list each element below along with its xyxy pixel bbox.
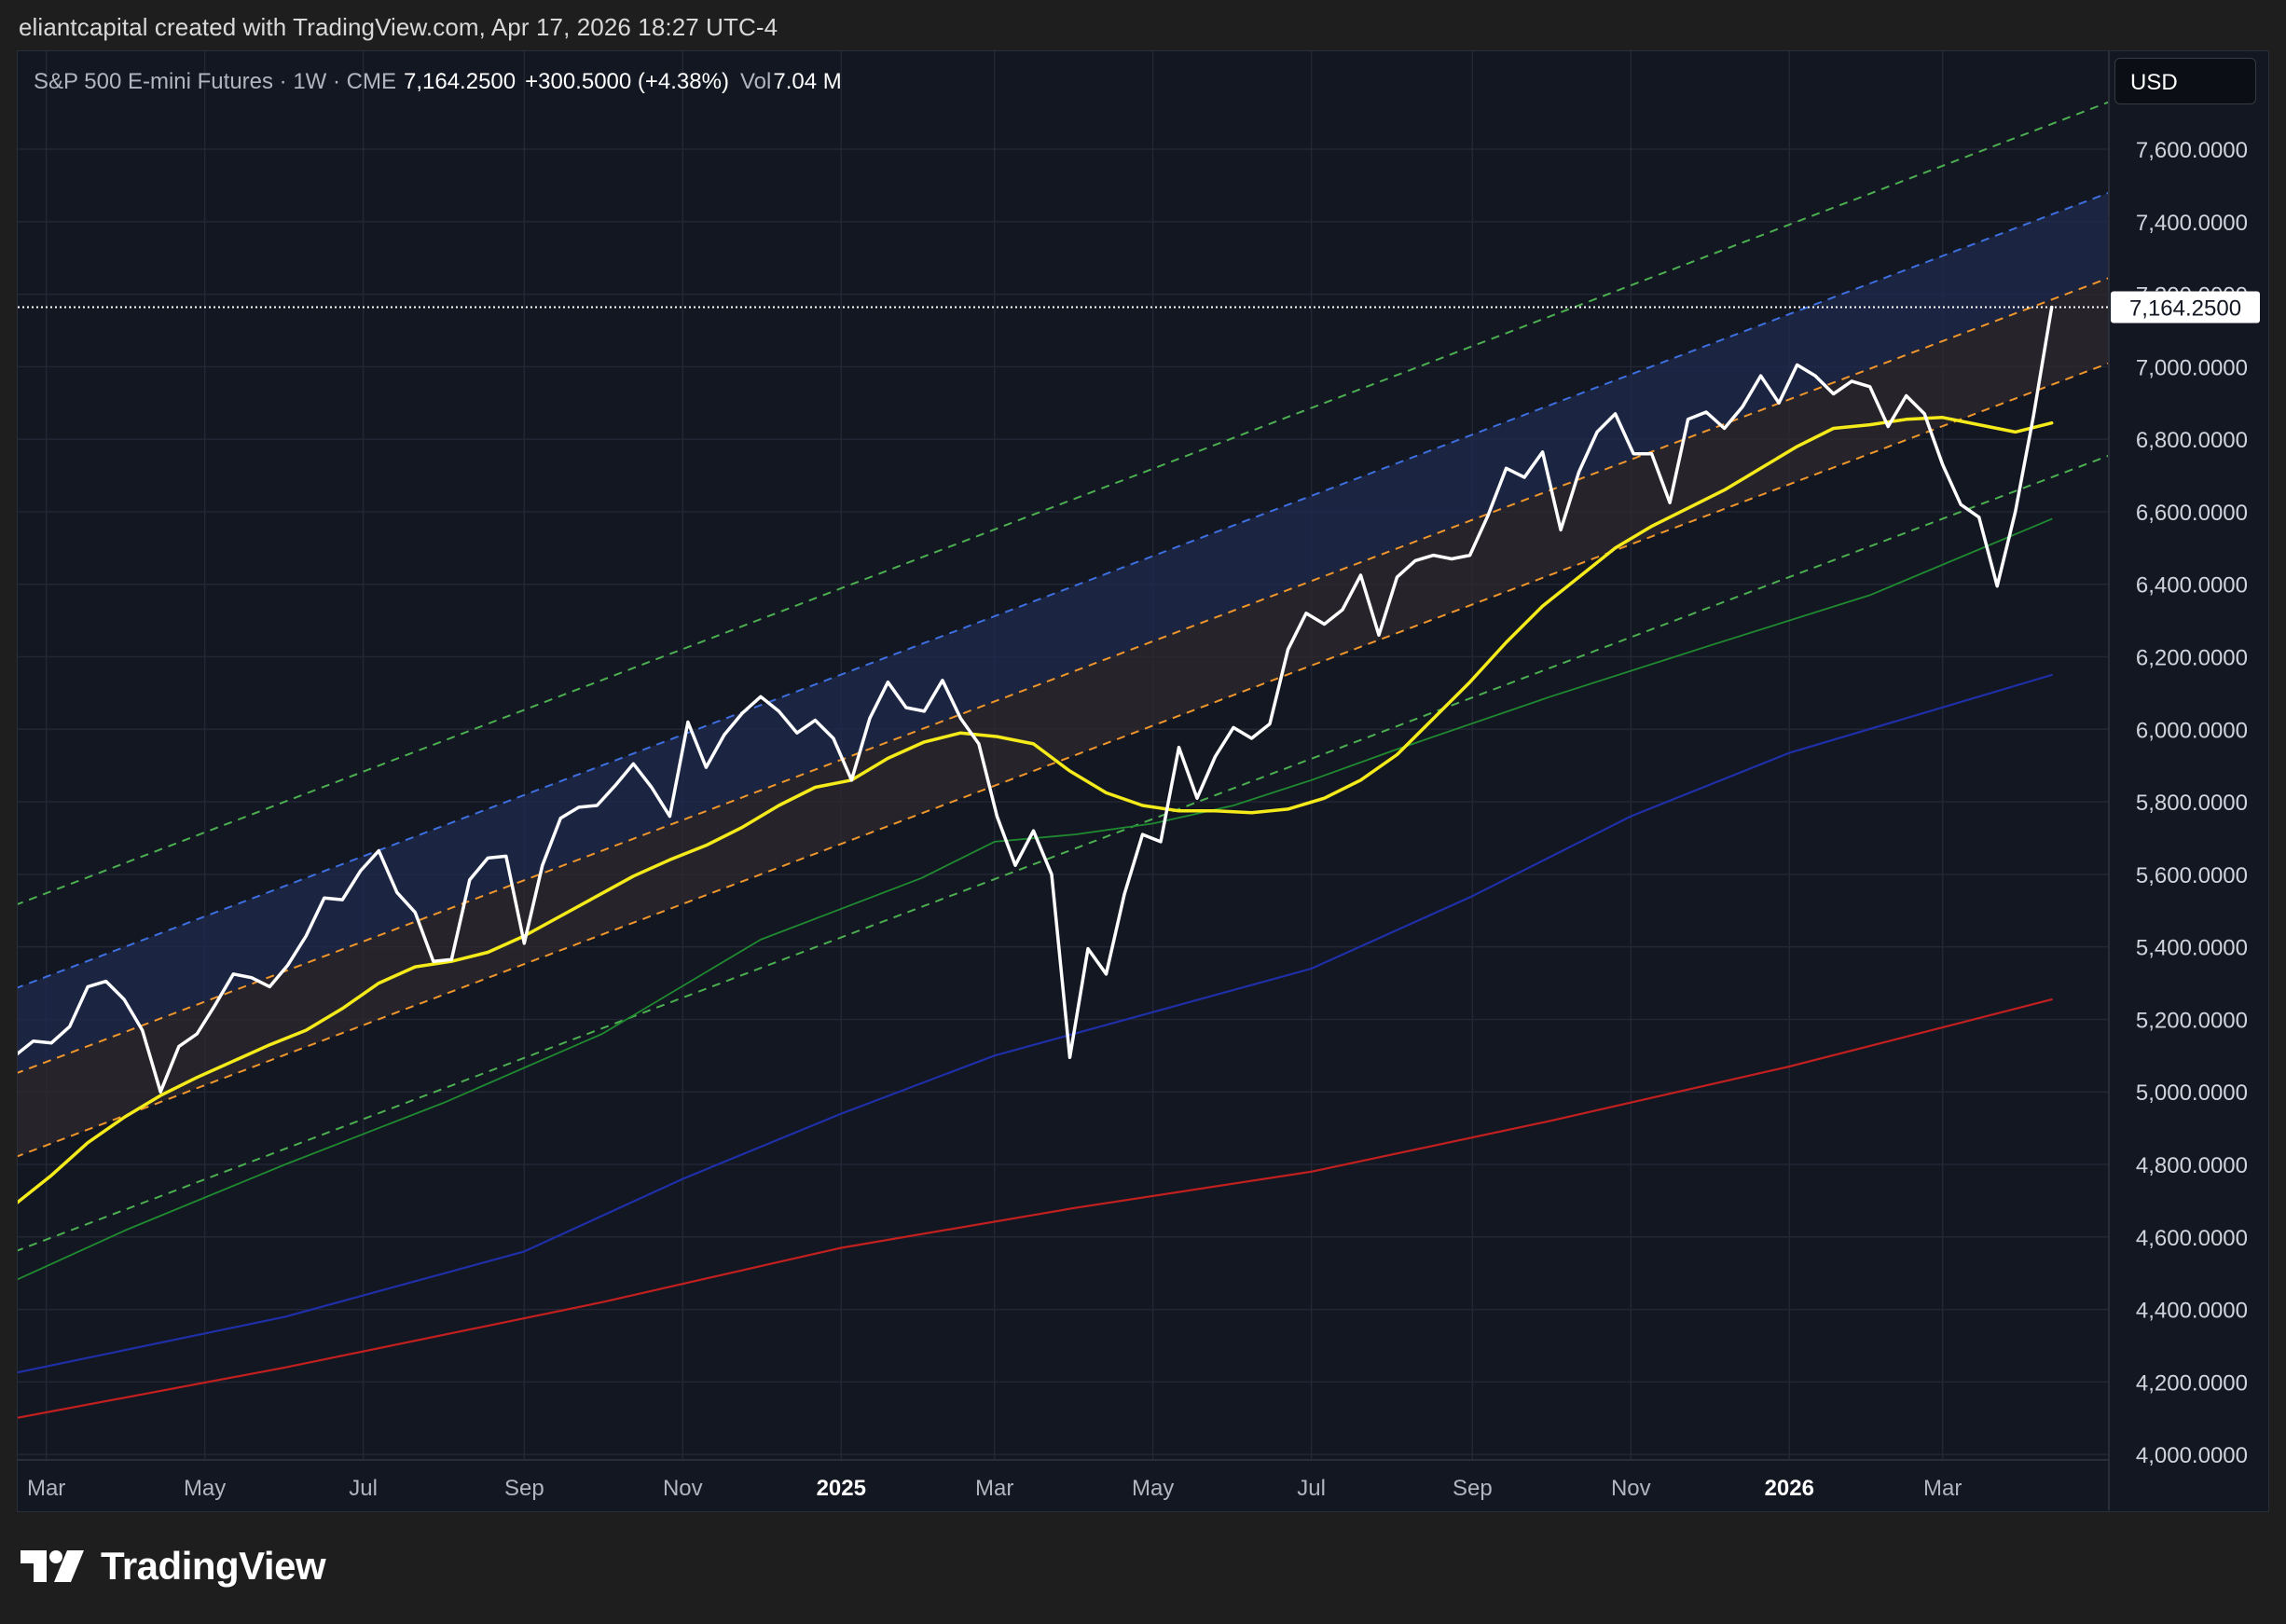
y-tick-label: 7,000.0000 [2136,355,2248,380]
y-tick-label: 6,400.0000 [2136,573,2248,599]
y-tick-label: 5,400.0000 [2136,936,2248,961]
volume-label: Vol [739,69,772,94]
series-ma-green [18,517,2053,1281]
y-tick-label: 4,200.0000 [2136,1370,2248,1396]
x-tick-label: Mar [27,1476,65,1501]
x-tick-label: Nov [1611,1476,1651,1501]
channel-line-inner-upper [18,277,2108,1074]
symbol-name[interactable]: S&P 500 E-mini Futures · 1W · CME [34,69,396,94]
channel-line-outer-lower [18,454,2108,1252]
attribution-text: eliantcapital created with TradingView.c… [19,13,778,41]
x-tick-label: May [1132,1476,1174,1501]
x-tick-label: 2026 [1765,1476,1814,1501]
regression-channel [18,101,2108,1252]
x-tick-label: Jul [1297,1476,1326,1501]
x-tick-label: Mar [975,1476,1013,1501]
x-tick-label: May [184,1476,226,1501]
series-price [18,305,2054,1094]
volume-value: 7.04 M [773,69,842,94]
y-tick-label: 6,000.0000 [2136,718,2248,743]
x-tick-label: 2025 [817,1476,866,1501]
price-change: +300.5000 (+4.38%) [525,69,729,94]
y-tick-label: 4,800.0000 [2136,1153,2248,1178]
y-tick-label: 6,800.0000 [2136,428,2248,453]
channel-fills [18,193,2108,1157]
x-tick-label: Sep [504,1476,544,1501]
series-ma-yellow [18,416,2054,1204]
y-tick-label: 5,000.0000 [2136,1080,2248,1106]
last-price-label: 7,164.2500 [2129,296,2241,322]
y-tick-label: 7,600.0000 [2136,138,2248,163]
time-axis[interactable]: Mar May Jul Sep Nov 2025 Mar May Jul Sep Nov 2026 Ma… [27,1476,1962,1501]
y-tick-label: 4,000.0000 [2136,1443,2248,1468]
x-tick-label: Sep [1453,1476,1493,1501]
brand-name: TradingView [101,1544,326,1588]
symbol-legend[interactable]: S&P 500 E-mini Futures · 1W · CME 7,164.2… [34,69,842,95]
channel-line-upper [18,191,2108,989]
y-tick-label: 7,400.0000 [2136,211,2248,236]
series-ma-red [18,998,2053,1419]
y-tick-label: 4,600.0000 [2136,1226,2248,1251]
x-tick-label: Jul [349,1476,378,1501]
channel-line-outer-upper [18,101,2108,905]
y-tick-label: 6,600.0000 [2136,501,2248,526]
tradingview-logo[interactable]: TradingView [21,1544,326,1589]
channel-fill [18,278,2108,1157]
y-tick-label: 5,800.0000 [2136,791,2248,816]
x-tick-label: Nov [663,1476,703,1501]
tradingview-logo-icon [21,1550,84,1582]
price-axis[interactable]: 4,000.0000 4,200.0000 4,400.0000 4,600.0000… [2136,138,2248,1468]
y-tick-label: 5,600.0000 [2136,863,2248,888]
series-lines [18,305,2054,1419]
x-tick-label: Mar [1923,1476,1962,1501]
y-tick-label: 6,200.0000 [2136,646,2248,671]
y-tick-label: 4,400.0000 [2136,1299,2248,1324]
channel-fill [18,193,2108,1073]
last-price-badge: 7,164.2500 [2111,291,2260,323]
channel-line-inner-lower [18,362,2108,1158]
y-tick-label: 5,200.0000 [2136,1008,2248,1033]
last-price-value: 7,164.2500 [404,69,516,94]
currency-selector[interactable]: USD [2114,58,2256,104]
